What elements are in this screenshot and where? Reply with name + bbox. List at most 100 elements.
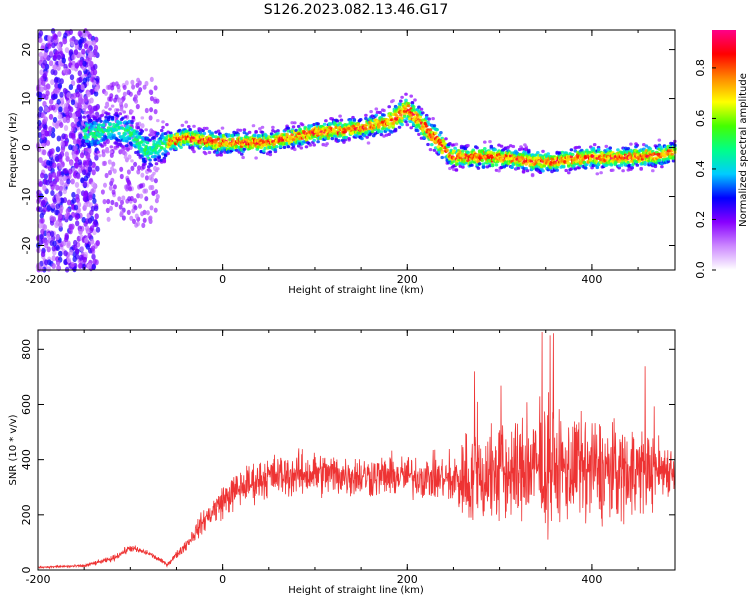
heatmap-cell [483, 140, 487, 144]
heatmap-cell [92, 258, 97, 265]
heatmap-cell [325, 142, 329, 146]
heatmap-cell [68, 49, 74, 56]
heatmap-cell [595, 172, 600, 176]
heatmap-cell [51, 162, 57, 169]
heatmap-cell [342, 140, 346, 144]
heatmap-cell [400, 116, 404, 120]
heatmap-cell [73, 49, 79, 56]
heatmap-cell [629, 142, 633, 146]
heatmap-cell [40, 129, 46, 136]
heatmap-cell [50, 79, 55, 86]
heatmap-cell [124, 80, 129, 86]
heatmap-cell [48, 60, 54, 67]
y-tick-label: 600 [20, 394, 33, 415]
heatmap-cell [61, 133, 66, 140]
colorbar-tick-label: 0.4 [694, 160, 707, 178]
heatmap-cell [48, 126, 53, 132]
heatmap-cell [90, 69, 95, 76]
heatmap-cell [440, 151, 445, 155]
heatmap-cell [444, 137, 448, 141]
heatmap-cell [140, 211, 145, 217]
heatmap-cell [604, 144, 609, 148]
heatmap-cell [39, 233, 44, 240]
heatmap-cell [38, 106, 43, 113]
heatmap-cell [65, 117, 71, 124]
heatmap-cell [433, 131, 438, 135]
heatmap-cell [56, 98, 61, 105]
heatmap-cell [502, 165, 507, 169]
heatmap-cell [441, 139, 446, 143]
heatmap-cell [57, 153, 63, 160]
heatmap-cell [57, 113, 63, 120]
heatmap-cell [521, 169, 526, 173]
heatmap-cell [374, 107, 379, 111]
heatmap-cell [397, 125, 402, 129]
heatmap-cell [77, 159, 83, 166]
heatmap-cell [516, 166, 521, 170]
heatmap-cell [89, 225, 95, 232]
heatmap-cell [276, 131, 280, 135]
chart-title: S126.2023.082.13.46.G17 [264, 2, 449, 18]
heatmap-cell [42, 73, 47, 80]
heatmap-cell [220, 126, 225, 130]
heatmap-cell [216, 137, 221, 141]
heatmap-cell [96, 141, 101, 145]
heatmap-cell [326, 136, 331, 140]
heatmap-cell [428, 148, 433, 152]
heatmap-cell [119, 108, 124, 112]
heatmap-cell [569, 148, 574, 152]
heatmap-cell [409, 126, 414, 130]
heatmap-cell [44, 259, 49, 266]
heatmap-cell [137, 144, 142, 148]
heatmap-cell [56, 135, 61, 142]
heatmap-cell [187, 125, 191, 129]
y-tick-label: 20 [20, 43, 33, 57]
heatmap-cell [83, 175, 89, 182]
heatmap-cell [64, 69, 69, 76]
heatmap-cell [148, 89, 153, 95]
heatmap-cell [82, 256, 88, 263]
heatmap-cell [402, 114, 407, 118]
heatmap-cell [84, 127, 89, 131]
heatmap-cell [126, 147, 130, 151]
heatmap-cell [109, 205, 113, 211]
heatmap-cell [110, 177, 115, 183]
heatmap-cell [60, 141, 65, 148]
heatmap-cell [417, 105, 421, 109]
heatmap-cell [400, 123, 404, 127]
heatmap-cell [273, 148, 278, 152]
heatmap-cell [63, 259, 68, 265]
heatmap-cell [335, 119, 340, 123]
colorbar-tick-label: 0.2 [694, 211, 707, 229]
heatmap-cell [542, 164, 547, 168]
heatmap-cell [153, 158, 157, 162]
heatmap-cell [70, 223, 75, 230]
heatmap-cell [148, 115, 153, 121]
heatmap-cell [47, 35, 52, 42]
heatmap-cell [109, 93, 114, 99]
heatmap-cell [56, 197, 61, 204]
heatmap-cell [61, 57, 66, 64]
heatmap-cell [163, 132, 168, 136]
heatmap-cell [49, 98, 54, 105]
heatmap-cell [63, 250, 68, 257]
heatmap-cell [136, 90, 141, 96]
heatmap-cell [108, 122, 112, 127]
heatmap-cell [137, 165, 141, 171]
heatmap-cell [103, 160, 107, 166]
heatmap-cell [84, 148, 89, 152]
heatmap-cell [536, 151, 540, 155]
heatmap-cell [377, 130, 381, 134]
heatmap-cell [89, 97, 94, 104]
heatmap-cell [100, 189, 105, 195]
heatmap-cell [79, 37, 85, 44]
heatmap-cell [431, 135, 435, 140]
heatmap-cell [627, 163, 632, 167]
heatmap-cell [470, 163, 474, 167]
heatmap-cell [399, 113, 403, 117]
heatmap-cell [337, 139, 341, 143]
heatmap-cell [46, 205, 51, 211]
heatmap-cell [119, 166, 124, 172]
heatmap-cell [71, 112, 77, 119]
heatmap-cell [106, 198, 111, 205]
